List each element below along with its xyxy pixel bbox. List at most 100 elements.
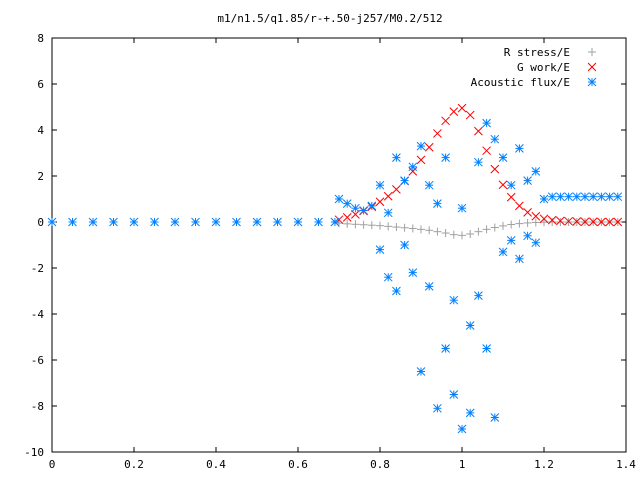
data-point: [342, 199, 352, 208]
data-point: [474, 157, 483, 167]
data-point: [375, 180, 385, 190]
y-tick-label: 4: [37, 124, 44, 137]
data-point: [433, 227, 442, 236]
data-point: [449, 390, 459, 399]
data-point: [548, 218, 557, 226]
data-point: [252, 217, 262, 227]
data-point: [564, 192, 573, 202]
data-point: [359, 206, 368, 215]
data-point: [273, 217, 282, 227]
legend-label: R stress/E: [504, 46, 570, 59]
data-point: [191, 217, 200, 227]
data-point: [482, 118, 491, 128]
data-point: [580, 192, 590, 202]
data-point: [613, 217, 623, 227]
data-point: [392, 153, 401, 162]
data-point: [506, 180, 516, 190]
data-point: [506, 236, 516, 245]
data-point: [88, 217, 98, 227]
data-point: [383, 208, 393, 218]
data-point: [523, 218, 532, 227]
data-point: [465, 408, 475, 418]
data-point: [457, 203, 467, 213]
data-point: [375, 245, 385, 254]
data-point: [293, 217, 303, 227]
data-point: [457, 424, 467, 434]
data-point: [383, 272, 393, 282]
data-point: [109, 217, 118, 227]
y-tick-label: 0: [37, 216, 44, 229]
x-tick-label: 1.4: [616, 458, 636, 471]
data-point: [449, 295, 459, 305]
y-tick-label: -8: [31, 400, 44, 413]
legend-marker: [587, 62, 597, 72]
data-point: [580, 217, 590, 227]
data-point: [465, 110, 475, 120]
data-point: [515, 201, 524, 211]
data-point: [351, 210, 360, 219]
data-point: [351, 203, 360, 213]
y-tick-label: -2: [31, 262, 44, 275]
y-tick-label: -6: [31, 354, 44, 367]
data-point: [490, 223, 499, 232]
data-point: [547, 215, 557, 225]
data-point: [490, 164, 500, 174]
data-point: [457, 103, 467, 113]
y-tick-label: 6: [37, 78, 44, 91]
data-point: [531, 238, 541, 248]
data-point: [490, 413, 500, 422]
legend-label: Acoustic flux/E: [471, 76, 570, 89]
series-2: [47, 118, 623, 434]
data-point: [47, 217, 57, 227]
y-tick-label: 8: [37, 32, 44, 45]
data-point: [408, 268, 418, 277]
data-point: [408, 162, 418, 172]
plot-frame: [51, 37, 627, 453]
data-point: [474, 126, 483, 136]
data-point: [424, 282, 434, 291]
data-point: [482, 344, 491, 353]
data-point: [515, 144, 524, 153]
data-point: [400, 223, 409, 232]
data-point: [515, 219, 524, 228]
x-tick-label: 1: [459, 458, 466, 471]
data-point: [408, 224, 417, 233]
data-point: [515, 254, 524, 264]
data-point: [416, 141, 426, 151]
data-point: [424, 142, 434, 152]
data-point: [359, 220, 368, 229]
data-point: [150, 217, 159, 227]
data-point: [523, 176, 532, 185]
data-point: [330, 217, 340, 227]
chart-marks: [47, 103, 623, 434]
data-point: [588, 192, 598, 202]
y-tick-label: -4: [31, 308, 45, 321]
data-point: [605, 217, 614, 227]
data-point: [588, 217, 598, 227]
data-point: [507, 220, 516, 229]
data-point: [367, 221, 376, 230]
data-point: [498, 247, 508, 257]
data-point: [392, 286, 401, 296]
axis-ticks: 0 0.2 0.4 0.6 0.8 1 1.2 1.4 8 6 4 2 0 -2 -4 -6 -8 -10: [24, 32, 636, 471]
data-point: [523, 207, 532, 217]
data-point: [441, 153, 450, 162]
data-point: [531, 167, 541, 176]
data-point: [392, 223, 401, 232]
data-point: [482, 225, 491, 234]
data-point: [605, 192, 614, 202]
data-point: [572, 217, 582, 226]
x-tick-label: 0.4: [206, 458, 226, 471]
data-point: [449, 230, 458, 239]
data-point: [531, 211, 541, 221]
data-point: [597, 192, 606, 202]
data-point: [449, 107, 459, 116]
data-point: [351, 220, 360, 229]
data-point: [342, 213, 352, 222]
x-tick-label: 0: [49, 458, 56, 471]
data-point: [343, 219, 352, 228]
data-point: [367, 201, 377, 211]
data-point: [376, 221, 384, 230]
data-point: [416, 155, 426, 165]
data-point: [539, 194, 549, 204]
